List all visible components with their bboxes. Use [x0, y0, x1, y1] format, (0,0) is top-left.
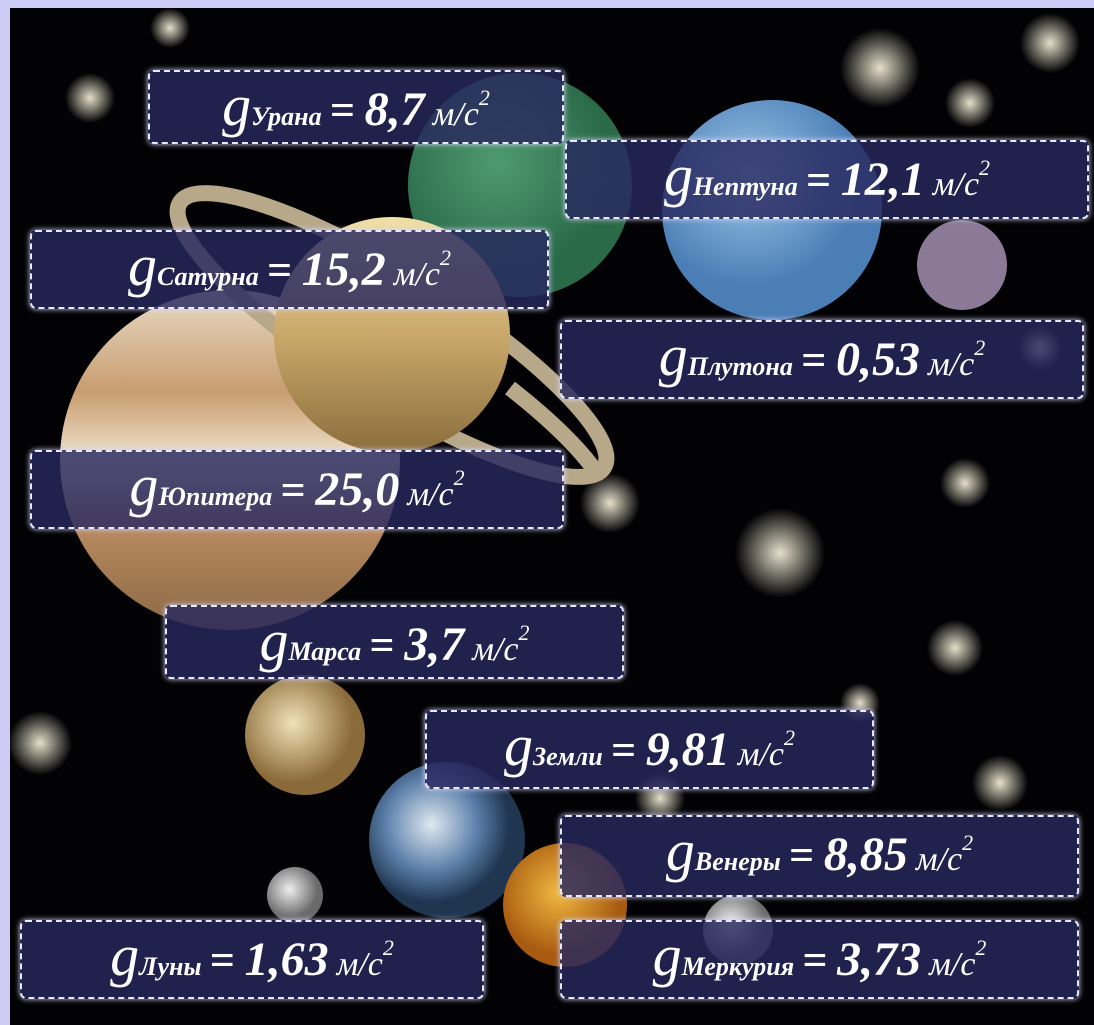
value: 8,7	[365, 82, 425, 137]
symbol: g	[504, 712, 533, 779]
equals-sign: =	[802, 935, 827, 986]
pluto	[917, 220, 1007, 310]
planet-name: Юпитера	[158, 482, 272, 512]
unit: м/с	[472, 631, 518, 669]
value: 1,63	[245, 932, 329, 987]
planet-name: Сатурна	[157, 262, 259, 292]
planet-name: Земли	[533, 742, 603, 772]
planet-name: Марса	[289, 637, 362, 667]
unit: м/с	[433, 96, 479, 134]
symbol: g	[260, 607, 289, 674]
unit-power: 2	[440, 245, 451, 271]
unit-power: 2	[518, 620, 529, 646]
unit-power: 2	[479, 85, 490, 111]
mars	[245, 675, 365, 795]
equals-sign: =	[789, 830, 814, 881]
value: 3,7	[404, 617, 464, 672]
symbol: g	[110, 922, 139, 989]
planet-name: Луны	[139, 952, 201, 982]
unit: м/с	[928, 346, 974, 384]
equals-sign: =	[267, 245, 292, 296]
unit: м/с	[933, 166, 979, 204]
unit-power: 2	[962, 830, 973, 856]
equals-sign: =	[210, 935, 235, 986]
symbol: g	[129, 452, 158, 519]
equals-sign: =	[611, 725, 636, 776]
unit: м/с	[337, 946, 383, 984]
value: 15,2	[302, 242, 386, 297]
unit-power: 2	[975, 935, 986, 961]
moon	[267, 867, 323, 923]
value: 25,0	[315, 462, 399, 517]
equals-sign: =	[369, 620, 394, 671]
unit-power: 2	[784, 725, 795, 751]
symbol: g	[659, 322, 688, 389]
symbol: g	[128, 232, 157, 299]
equals-sign: =	[801, 335, 826, 386]
page: gУрана=8,7м/с2gНептуна=12,1м/с2gСатурна=…	[0, 0, 1094, 1025]
unit-power: 2	[979, 155, 990, 181]
symbol: g	[666, 817, 695, 884]
planet-name: Урана	[251, 102, 321, 132]
symbol: g	[653, 922, 682, 989]
unit: м/с	[394, 256, 440, 294]
unit-power: 2	[454, 465, 465, 491]
planet-name: Меркурия	[682, 952, 795, 982]
unit: м/с	[916, 841, 962, 879]
unit: м/с	[407, 476, 453, 514]
value: 3,73	[837, 932, 921, 987]
unit-power: 2	[974, 335, 985, 361]
unit-power: 2	[383, 935, 394, 961]
planet-name: Нептуна	[693, 172, 798, 202]
value: 9,81	[646, 722, 730, 777]
equals-sign: =	[280, 465, 305, 516]
value: 0,53	[836, 332, 920, 387]
unit: м/с	[738, 736, 784, 774]
equals-sign: =	[806, 155, 831, 206]
planet-name: Венеры	[695, 847, 781, 877]
symbol: g	[222, 72, 251, 139]
unit: м/с	[929, 946, 975, 984]
value: 8,85	[824, 827, 908, 882]
planet-name: Плутона	[688, 352, 793, 382]
value: 12,1	[841, 152, 925, 207]
symbol: g	[664, 142, 693, 209]
equals-sign: =	[330, 85, 355, 136]
